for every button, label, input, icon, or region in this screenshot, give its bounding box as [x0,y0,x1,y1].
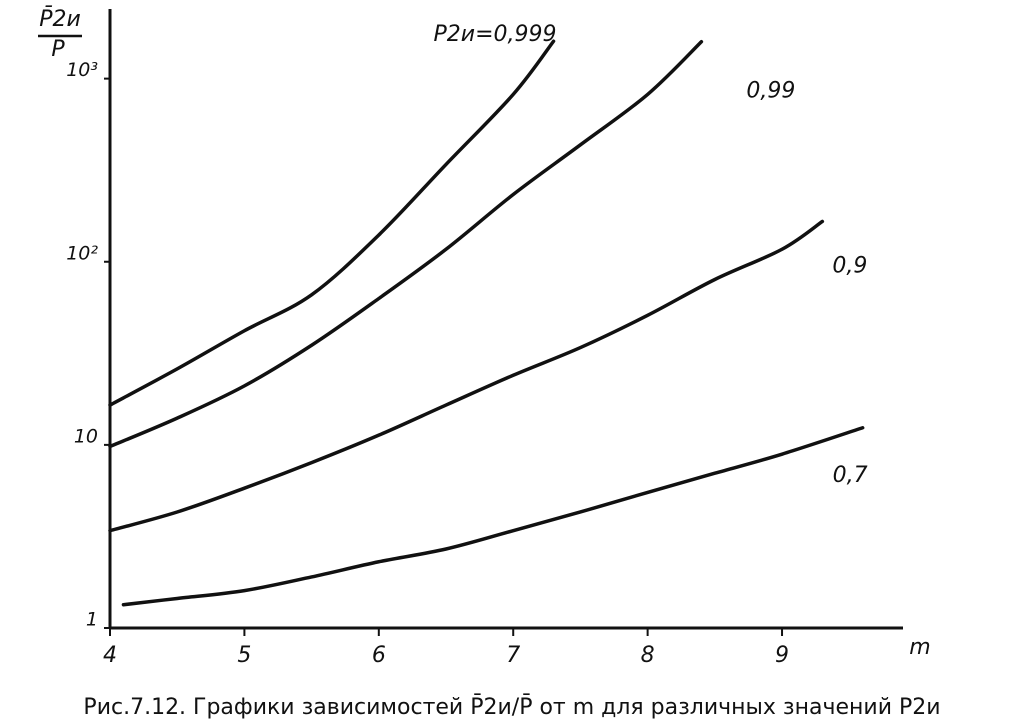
x-tick-label: 6 [372,643,386,668]
series-label: 0,7 [833,463,868,488]
series-label: 0,9 [832,253,867,278]
series-line [108,39,704,449]
series-label: 0,99 [746,79,795,104]
series-line [108,39,556,407]
x-tick-label: 4 [103,643,117,668]
series-line [108,219,825,533]
y-label-numerator: P̄2и [39,6,81,32]
caption: Рис.7.12. Графики зависимостей P̄2и/P̄ о… [83,694,940,720]
x-tick-label: 8 [641,643,655,668]
series-label: P2и=0,999 [434,22,557,47]
x-label: m [909,635,930,660]
x-tick-label: 5 [237,643,251,668]
series-line [121,426,865,607]
x-tick-label: 9 [775,643,789,668]
y-tick-label: 1 [86,609,98,631]
x-tick-label: 7 [506,643,520,668]
y-label-denominator: P̄ [51,36,65,62]
y-tick-label: 10 [74,425,98,447]
y-tick-label: 10² [66,242,98,264]
y-tick-label: 10³ [66,59,98,81]
